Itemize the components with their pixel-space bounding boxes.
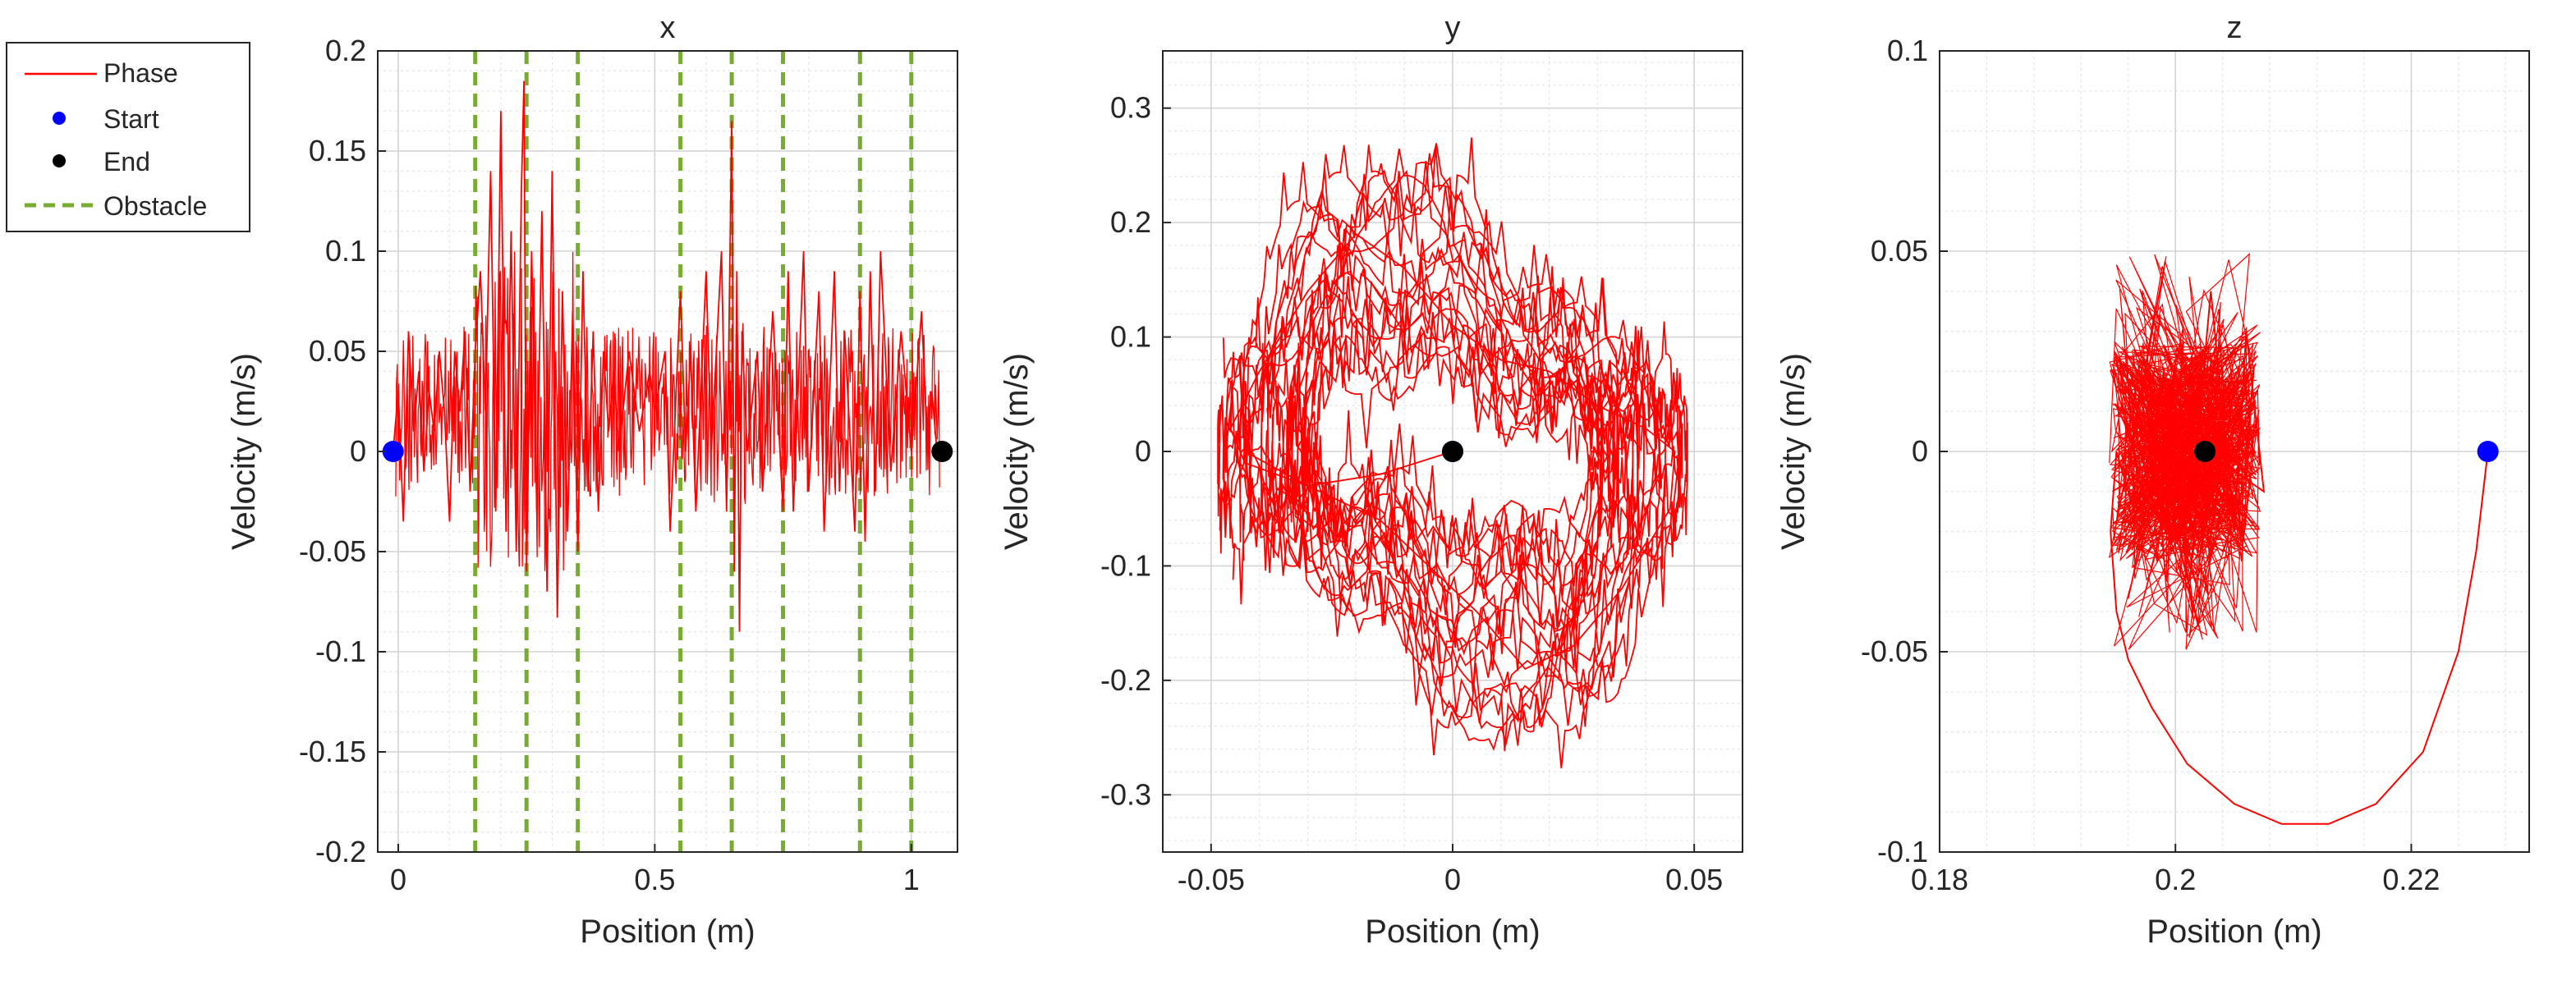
x-tick-label: 0.2 (2155, 863, 2196, 896)
y-tick-label: 0.1 (325, 234, 366, 268)
x-axis-label: Position (m) (580, 914, 755, 950)
legend-end-marker (53, 154, 66, 167)
phase-curve (1245, 143, 1660, 752)
x-tick-label: -0.05 (1178, 863, 1245, 896)
x-tick-label: 0.18 (1911, 863, 1968, 896)
axes-x-panel: 0 0.5 1 -0.2 -0.15 -0.1 -0.05 0 0.05 0.1 0.15 0.2 x P… (226, 11, 958, 950)
axes-y-panel: -0.05 0 0.05 -0.3 -0.2 -0.1 0 0.1 0.2 0.3 y Positio… (999, 11, 1743, 950)
start-marker (382, 441, 404, 462)
y-tick-label: 0.1 (1887, 34, 1928, 67)
end-marker (931, 441, 953, 462)
legend-start-marker (53, 112, 66, 125)
y-tick-label: 0.3 (1110, 91, 1151, 125)
y-tick-label: -0.1 (315, 635, 366, 668)
end-marker (2194, 441, 2216, 462)
phase-curve (1267, 277, 1638, 676)
x-axis-label: Position (m) (2147, 914, 2321, 950)
x-tick-label: 0.05 (1665, 863, 1723, 896)
phase-curve (395, 251, 940, 571)
y-tick-label: 0.2 (1110, 205, 1151, 239)
y-tick-label: 0.05 (1871, 234, 1928, 268)
phase-curve (1271, 276, 1634, 648)
y-tick-label: 0.05 (309, 334, 366, 368)
x-axis-label: Position (m) (1365, 914, 1540, 950)
y-tick-label: -0.3 (1100, 777, 1151, 811)
phase-curve (1302, 163, 1603, 728)
phase-curve (1223, 243, 1683, 642)
chart-title: x (660, 11, 676, 45)
y-tick-label: 0 (350, 434, 366, 468)
chart-title: z (2227, 11, 2243, 45)
phase-curve (1265, 228, 1641, 631)
legend-end-label: End (103, 147, 150, 176)
y-tick-label: 0.2 (325, 34, 366, 67)
y-tick-label: 0 (1912, 434, 1928, 468)
end-marker (1442, 441, 1463, 462)
axes-z-panel: 0.18 0.2 0.22 -0.1 -0.05 0 0.05 0.1 z Position (m… (1775, 11, 2530, 950)
legend-start-label: Start (103, 104, 159, 134)
y-axis-label: Velocity (m/s) (226, 353, 262, 550)
x-tick-label: 0 (1444, 863, 1461, 896)
phase-curve (1302, 137, 1603, 756)
chart-title: y (1445, 11, 1461, 45)
start-marker (2477, 441, 2499, 462)
y-tick-label: -0.05 (1861, 635, 1928, 668)
y-axis-label: Velocity (m/s) (999, 353, 1035, 550)
x-tick-label: 0.22 (2382, 863, 2440, 896)
phase-curve (1291, 238, 1614, 657)
y-tick-label: 0.15 (309, 134, 366, 167)
y-tick-label: -0.2 (315, 835, 366, 868)
legend-phase-label: Phase (103, 58, 178, 88)
y-tick-label: -0.2 (1100, 663, 1151, 697)
y-tick-label: -0.1 (1100, 548, 1151, 582)
x-tick-label: 1 (903, 863, 920, 896)
phase-curve (1217, 186, 1688, 726)
phase-curve (1286, 312, 1619, 596)
y-tick-label: 0 (1135, 434, 1151, 468)
y-tick-label: -0.1 (1877, 835, 1928, 868)
y-axis-label: Velocity (m/s) (1775, 353, 1811, 550)
legend: Phase Start End Obstacle (6, 42, 250, 232)
x-tick-label: 0.5 (634, 863, 675, 896)
phase-curve (2109, 252, 2261, 650)
legend-obstacle-label: Obstacle (103, 191, 207, 221)
y-tick-label: 0.1 (1110, 320, 1151, 354)
phase-curve (1229, 232, 1676, 671)
y-tick-label: -0.15 (299, 735, 366, 768)
x-tick-label: 0 (390, 863, 406, 896)
y-tick-label: -0.05 (299, 534, 366, 568)
phase-curve (1222, 270, 1683, 669)
